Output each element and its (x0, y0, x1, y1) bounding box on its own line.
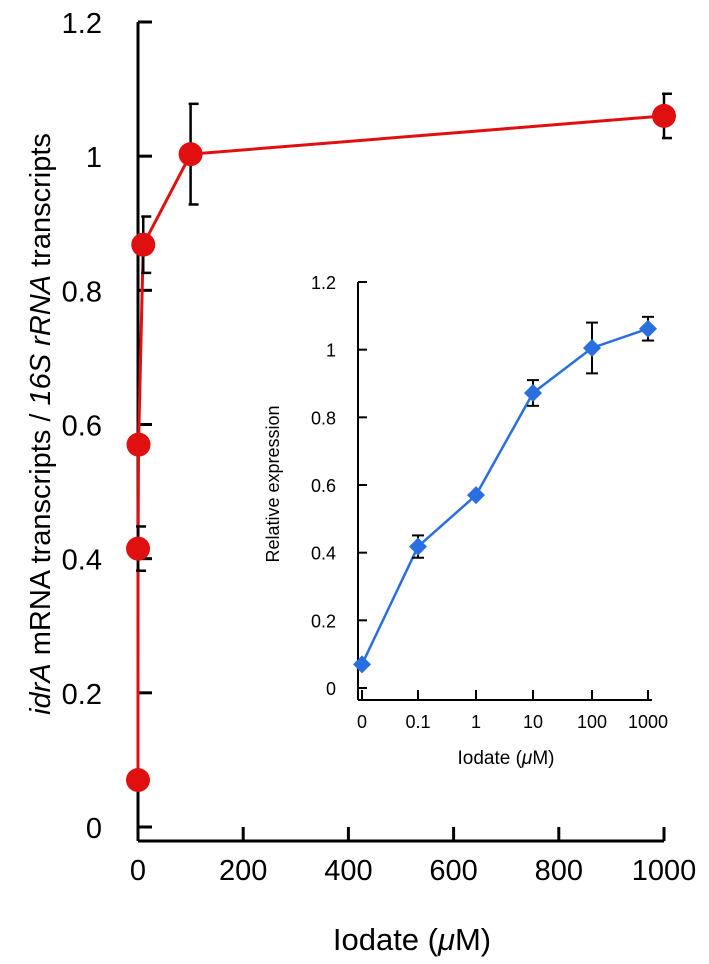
inset-data-point (524, 383, 542, 402)
inset-y-tick-label: 0.2 (311, 611, 336, 631)
main-x-tick-label: 0 (130, 855, 146, 887)
inset-x-axis-label: Iodate (μM) (457, 748, 554, 769)
main-data-point (652, 103, 676, 128)
main-x-tick-label: 1000 (632, 855, 697, 887)
inset-y-tick-label: 0.6 (311, 476, 336, 496)
main-y-tick-label: 0.2 (62, 679, 102, 711)
main-y-tick-label: 1.2 (62, 8, 102, 40)
main-x-tick-label: 400 (324, 855, 372, 887)
main-y-tick-label: 0.8 (62, 276, 102, 308)
inset-y-tick-label: 0.4 (311, 544, 336, 564)
inset-data-point (467, 486, 485, 505)
main-y-axis-label: idrA mRNA transcripts / 16S rRNA transcr… (25, 133, 57, 715)
inset-y-tick-label: 1.2 (311, 273, 336, 293)
inset-y-axis-label: Relative expression (263, 405, 283, 562)
inset-data-point (639, 319, 657, 338)
main-x-tick-label: 200 (219, 855, 267, 887)
inset-y-tick-label: 1 (326, 341, 336, 361)
inset-y-tick-label: 0.8 (311, 408, 336, 428)
inset-x-tick-label: 100 (577, 712, 607, 732)
main-data-point (178, 142, 203, 167)
main-y-tick-label: 0.4 (62, 545, 102, 577)
inset-data-point (583, 338, 601, 357)
inset-plot: 0 0.2 0.4 0.6 0.8 1 1.2 0 0.1 1 10 100 1000 (311, 273, 668, 732)
main-y-tick-label: 1 (86, 142, 102, 174)
main-data-point (126, 536, 151, 561)
main-y-tick-label: 0.6 (62, 411, 102, 443)
inset-x-tick-label: 0 (357, 712, 367, 732)
main-y-tick-label: 0 (86, 813, 102, 845)
inset-y-tick-label: 0 (326, 679, 336, 699)
main-x-axis-label: Iodate (μM) (333, 922, 491, 957)
inset-x-tick-label: 1 (471, 712, 481, 732)
inset-x-tick-label: 10 (523, 712, 543, 732)
inset-x-tick-label: 0.1 (405, 712, 430, 732)
main-data-point (126, 432, 151, 457)
inset-data-point (353, 655, 371, 674)
inset-series-line (360, 327, 649, 665)
main-plot: 00.20.40.60.811.20 200 400 600 800 1000 (62, 8, 697, 887)
main-series-line (136, 114, 665, 781)
main-data-point (126, 768, 150, 793)
main-x-tick-label: 600 (429, 855, 477, 887)
main-x-tick-label: 800 (535, 855, 583, 887)
main-data-point (131, 232, 156, 257)
inset-x-tick-label: 1000 (628, 712, 668, 732)
inset-data-point (409, 537, 427, 556)
